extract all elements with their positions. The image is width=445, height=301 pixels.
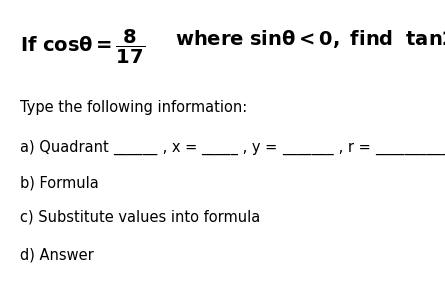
Text: a) Quadrant: a) Quadrant	[20, 140, 113, 155]
Text: Type the following information:: Type the following information:	[20, 100, 247, 115]
Text: c) Substitute values into formula: c) Substitute values into formula	[20, 210, 260, 225]
Text: , x =: , x =	[158, 140, 202, 155]
Text: ______: ______	[113, 140, 158, 155]
Text: $\mathbf{where\ sin\theta < 0,\ find\ \ tan2\theta.}$: $\mathbf{where\ sin\theta < 0,\ find\ \ …	[175, 28, 445, 50]
Text: _____: _____	[202, 140, 239, 155]
Text: _______: _______	[282, 140, 334, 155]
Text: b) Formula: b) Formula	[20, 175, 99, 190]
Text: __________: __________	[375, 140, 445, 155]
Text: , r =: , r =	[334, 140, 375, 155]
Text: , y =: , y =	[239, 140, 282, 155]
Text: $\mathbf{If\ cos\theta = \dfrac{8}{17}}$: $\mathbf{If\ cos\theta = \dfrac{8}{17}}$	[20, 28, 145, 66]
Text: d) Answer: d) Answer	[20, 248, 94, 263]
